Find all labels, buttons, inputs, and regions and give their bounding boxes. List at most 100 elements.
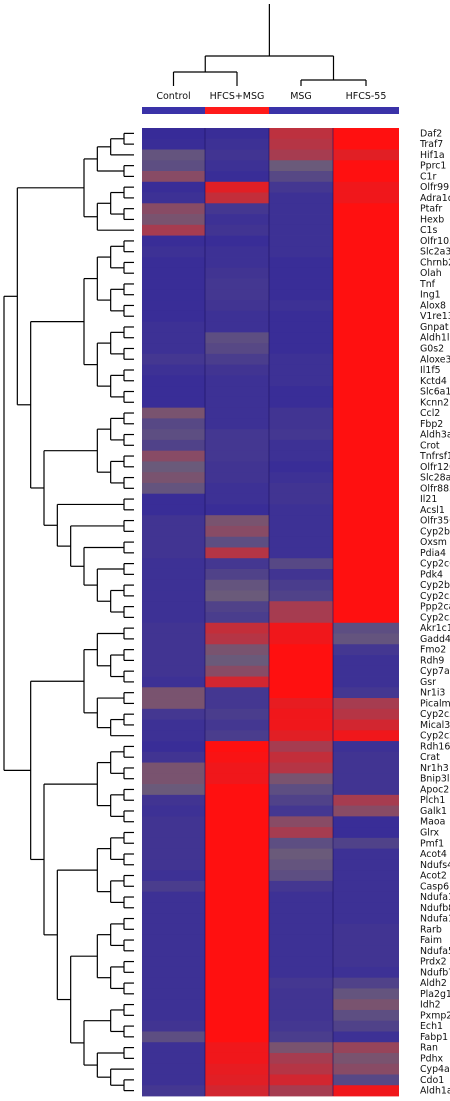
heatmap-cell [205,644,269,656]
heatmap-cell [205,300,269,312]
heatmap-cell [142,450,205,462]
heatmap-cell [269,224,333,236]
heatmap-cell [269,504,333,516]
heatmap-cell [205,741,269,753]
gene-label: Oxsm [420,537,447,548]
heatmap-cell [142,558,205,570]
heatmap-cell [269,859,333,871]
gene-label: Pmf1 [420,838,444,849]
heatmap-cell [269,235,333,247]
heatmap-cell [333,751,399,763]
heatmap-cell [142,988,205,1000]
heatmap-cell [333,332,399,344]
heatmap-cell [142,891,205,903]
heatmap-cell [333,203,399,215]
heatmap-cell [205,977,269,989]
heatmap-cell [205,870,269,882]
heatmap-cell [333,568,399,581]
heatmap-cell [142,665,205,677]
gene-label: Ing1 [420,290,441,301]
heatmap-cell [333,934,399,946]
heatmap-cell [205,633,269,645]
heatmap-cell [333,364,399,376]
heatmap-cell [333,644,399,656]
gene-label: Cyp2b10 [420,580,450,591]
heatmap-cell [269,171,333,183]
heatmap-cell [269,644,333,656]
heatmap-cell [333,708,399,720]
heatmap-cell [333,612,399,624]
heatmap-cell [333,235,399,247]
heatmap-cell [142,999,205,1011]
heatmap-cell [142,687,205,699]
heatmap-cell [333,278,399,290]
heatmap-cell [142,827,205,839]
heatmap-cell [269,719,333,731]
heatmap-cell [142,418,205,430]
heatmap-cell [205,676,269,688]
heatmap-cell [269,751,333,763]
heatmap-cell [269,203,333,215]
heatmap-cell [142,267,205,279]
heatmap-cell [142,310,205,322]
heatmap-cell [269,386,333,398]
heatmap-cell [205,590,269,602]
heatmap-cell [269,698,333,710]
heatmap-cell [269,396,333,409]
heatmap-cell [333,300,399,312]
column-label: HFCS-55 [346,91,387,102]
heatmap-cell [333,698,399,710]
heatmap-cell [269,493,333,505]
heatmap-cell [269,1085,333,1097]
heatmap-cell [269,558,333,570]
heatmap-cell [205,407,269,419]
heatmap-cell [205,160,269,172]
gene-label: Aldh3a1 [420,430,450,441]
heatmap-cell [269,525,333,538]
heatmap-cell [269,214,333,226]
heatmap-cell [205,816,269,828]
heatmap-cell [333,418,399,430]
heatmap-cell [333,547,399,559]
heatmap-cell [205,343,269,355]
heatmap-cell [142,171,205,183]
heatmap-cell [205,536,269,548]
gene-label: Mical3 [420,720,450,731]
heatmap-cell [142,870,205,882]
heatmap-cell [205,956,269,968]
heatmap-cell [269,622,333,634]
heatmap-cell [142,1063,205,1075]
heatmap-cell [269,988,333,1000]
heatmap-cell [142,353,205,366]
heatmap-cells [142,128,399,1097]
gene-label: Il21 [420,494,437,505]
heatmap-cell [142,956,205,968]
heatmap-cell [142,407,205,419]
column-label: MSG [290,91,312,102]
heatmap-cell [205,655,269,667]
gene-label: C1s [420,225,438,236]
heatmap-cell [142,321,205,333]
heatmap-cell [205,719,269,731]
heatmap-cell [205,784,269,796]
heatmap-cell [333,407,399,419]
heatmap-cell [205,450,269,462]
heatmap-cell [269,149,333,161]
gene-label: Pprc1 [420,161,446,172]
gene-label: Pxmp2 [420,1010,450,1021]
heatmap-cell [142,515,205,527]
heatmap-cell [142,837,205,850]
gene-label: Alox8 [420,300,446,311]
heatmap-cell [333,429,399,441]
gene-label: Fmo2 [420,645,446,656]
heatmap-cell [333,482,399,495]
heatmap-cell [333,450,399,462]
heatmap-cell [269,257,333,269]
heatmap-cell [142,741,205,753]
heatmap-cell [333,128,399,140]
heatmap-cell [333,977,399,989]
heatmap-cell [142,192,205,204]
gene-label: Picalm [420,698,450,709]
heatmap-cell [333,267,399,279]
heatmap-cell [205,267,269,279]
